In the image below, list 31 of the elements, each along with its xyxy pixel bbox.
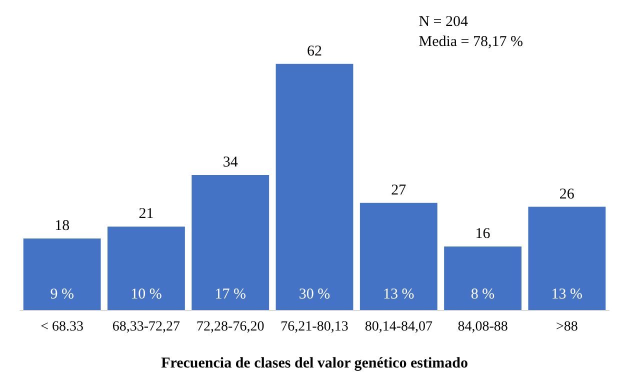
annotation: 17 %: [214, 286, 246, 302]
annotation: 13 %: [383, 286, 414, 302]
bar: [276, 64, 354, 310]
bar: [23, 238, 101, 310]
bar: [444, 246, 522, 310]
x-tick-label: 84,08-88: [458, 320, 508, 334]
data-label: 16: [475, 226, 491, 242]
annotation: 10 %: [130, 286, 162, 302]
bar: [108, 226, 185, 310]
bar: [360, 202, 438, 310]
x-tick-label: 72,28-76,20: [196, 320, 264, 334]
annotation: 9 %: [50, 286, 74, 302]
annotation: 30 %: [298, 286, 330, 302]
data-label: 27: [391, 182, 407, 198]
x-tick-label: 68,33-72,27: [112, 320, 180, 334]
x-axis-title: Frecuencia de clases del valor genético estimado: [161, 356, 468, 372]
data-label: 21: [138, 206, 154, 222]
x-tick-label: 76,21-80,13: [280, 320, 348, 334]
bar: [192, 175, 270, 310]
annotation: 13 %: [551, 286, 583, 302]
text: Media = 78,17 %: [418, 34, 524, 50]
x-tick-label: >88: [556, 320, 578, 334]
data-label: 34: [222, 154, 238, 171]
data-label: 18: [54, 218, 70, 234]
annotation: 8 %: [470, 286, 495, 302]
x-tick-label: 80,14-84,07: [364, 320, 432, 334]
x-tick-label: < 68.33: [40, 320, 84, 334]
data-label: 62: [307, 43, 322, 60]
bar: [528, 206, 606, 310]
data-label: 26: [559, 186, 575, 202]
text: N = 204: [418, 14, 469, 30]
